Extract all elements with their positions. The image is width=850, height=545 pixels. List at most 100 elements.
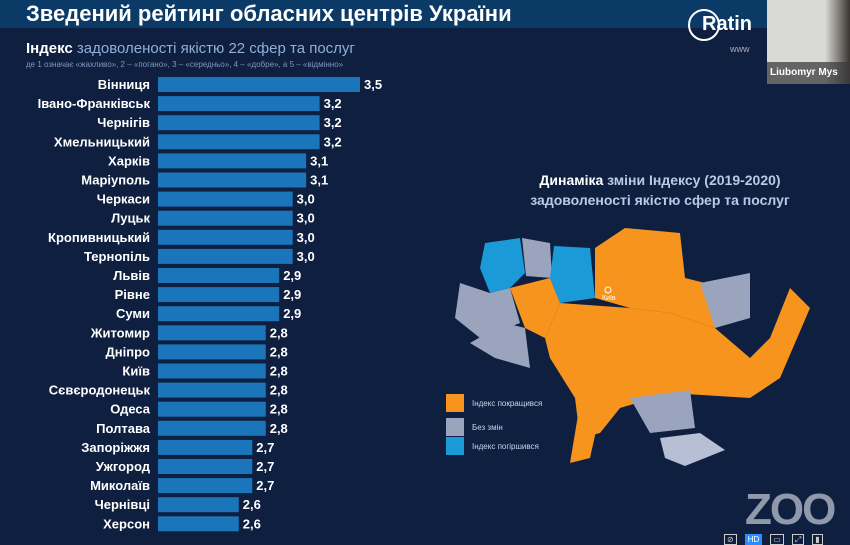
value-label: 2,6 xyxy=(243,516,261,531)
bar xyxy=(158,210,293,226)
value-label: 3,2 xyxy=(324,96,342,111)
value-label: 2,8 xyxy=(270,364,288,379)
map-title-accent: Динаміка xyxy=(539,172,604,188)
category-label: Кропивницький xyxy=(48,230,150,245)
legend-swatch xyxy=(446,418,464,436)
category-label: Хмельницький xyxy=(54,134,150,149)
legend-label: Індекс погіршився xyxy=(472,441,539,451)
scale-note: де 1 означає «жахливо», 2 – «погано», 3 … xyxy=(26,60,344,69)
bar xyxy=(158,363,266,379)
value-label: 3,1 xyxy=(310,173,328,188)
bar xyxy=(158,306,280,322)
bar xyxy=(158,287,280,303)
zoom-controls: ⊘ HD ▭ ⤢ ▮ xyxy=(724,534,823,545)
category-label: Миколаїв xyxy=(90,478,150,493)
category-label: Одеса xyxy=(110,402,150,417)
bar xyxy=(158,191,293,207)
participant-video[interactable]: Liubomyr Mys xyxy=(767,0,850,84)
map-region-kherson xyxy=(630,390,695,433)
category-label: Ужгород xyxy=(96,459,151,474)
signal-icon: ▮ xyxy=(812,534,823,545)
category-label: Дніпро xyxy=(106,344,151,359)
category-label: Херсон xyxy=(103,516,150,531)
map-region-zhytomyr xyxy=(550,246,595,303)
bar-chart: Вінниця 3,5 Івано-Франківськ 3,2 Чернігів 3,2… xyxy=(38,77,382,532)
category-label: Тернопіль xyxy=(84,249,150,264)
hd-badge: HD xyxy=(744,534,763,545)
value-label: 2,8 xyxy=(270,325,288,340)
value-label: 2,9 xyxy=(283,268,301,283)
legend-worsened: Індекс погіршився xyxy=(446,437,539,455)
value-label: 2,6 xyxy=(243,497,261,512)
value-label: 2,9 xyxy=(283,306,301,321)
category-label: Черкаси xyxy=(97,192,150,207)
bar xyxy=(158,172,307,188)
value-label: 2,7 xyxy=(256,440,274,455)
category-label: Запоріжжя xyxy=(81,440,150,455)
bar xyxy=(158,497,239,513)
slide-title: Зведений рейтинг обласних центрів Україн… xyxy=(26,1,512,26)
window-icon[interactable]: ▭ xyxy=(770,534,784,545)
kyiv-marker xyxy=(604,286,612,294)
value-label: 2,9 xyxy=(283,287,301,302)
category-label: Львів xyxy=(113,268,150,283)
map-region-center xyxy=(545,288,810,438)
bar xyxy=(158,439,253,455)
value-label: 2,7 xyxy=(256,478,274,493)
category-label: Полтава xyxy=(96,421,151,436)
map-title-rest: зміни Індексу (2019-2020) xyxy=(603,172,781,188)
participant-name: Liubomyr Mys xyxy=(767,62,850,84)
subtitle-rest: задоволеності якістю 22 сфер та послуг xyxy=(72,40,355,57)
value-label: 3,1 xyxy=(310,153,328,168)
value-label: 2,8 xyxy=(270,421,288,436)
value-label: 2,8 xyxy=(270,383,288,398)
bar xyxy=(158,134,320,150)
legend-label: Без змін xyxy=(472,422,503,432)
bar xyxy=(158,229,293,245)
map-region-volyn xyxy=(480,238,525,293)
category-label: Сєвєродонецьк xyxy=(49,383,151,398)
map-title-line2: задоволеності якістю сфер та послуг xyxy=(530,192,790,208)
value-label: 3,0 xyxy=(297,192,315,207)
value-label: 3,0 xyxy=(297,211,315,226)
map-region-north xyxy=(595,228,725,328)
bar xyxy=(158,77,360,92)
rating-logo: Ratin xyxy=(688,8,752,41)
ukraine-map: Київ xyxy=(455,228,810,466)
value-label: 2,8 xyxy=(270,344,288,359)
chart-subtitle: Індекс задоволеності якістю 22 сфер та п… xyxy=(26,40,355,57)
bar xyxy=(158,153,307,169)
bar xyxy=(158,115,320,131)
bar xyxy=(158,420,266,436)
map-title: Динаміка зміни Індексу (2019-2020) задов… xyxy=(500,170,820,210)
map-region-rivne xyxy=(522,238,552,278)
category-label: Чернігів xyxy=(97,115,150,130)
bar xyxy=(158,401,266,417)
category-label: Луцьк xyxy=(111,211,150,226)
legend-swatch xyxy=(446,394,464,412)
legend-unchanged: Без змін xyxy=(446,418,503,436)
value-label: 2,8 xyxy=(270,402,288,417)
zoom-watermark: ZOO xyxy=(745,485,836,534)
category-label: Київ xyxy=(122,364,150,379)
value-label: 3,0 xyxy=(297,249,315,264)
value-label: 3,2 xyxy=(324,134,342,149)
category-label: Рівне xyxy=(115,287,150,302)
annotate-icon[interactable]: ⊘ xyxy=(724,534,737,545)
map-region-ternopil xyxy=(510,278,560,338)
legend-improved: Індекс покращився xyxy=(446,394,542,412)
category-label: Вінниця xyxy=(98,77,150,92)
category-label: Харків xyxy=(108,153,150,168)
map-region-crimea xyxy=(660,433,725,466)
bar xyxy=(158,516,239,532)
fullscreen-icon[interactable]: ⤢ xyxy=(791,534,805,545)
logo-text: Ratin xyxy=(702,13,752,35)
category-label: Житомир xyxy=(90,325,150,340)
category-label: Чернівці xyxy=(95,497,150,512)
kyiv-label: Київ xyxy=(602,295,616,302)
logo-url: www xyxy=(730,44,750,54)
bar xyxy=(158,96,320,112)
category-label: Суми xyxy=(116,306,150,321)
logo-circle xyxy=(688,8,720,41)
bar xyxy=(158,478,253,494)
